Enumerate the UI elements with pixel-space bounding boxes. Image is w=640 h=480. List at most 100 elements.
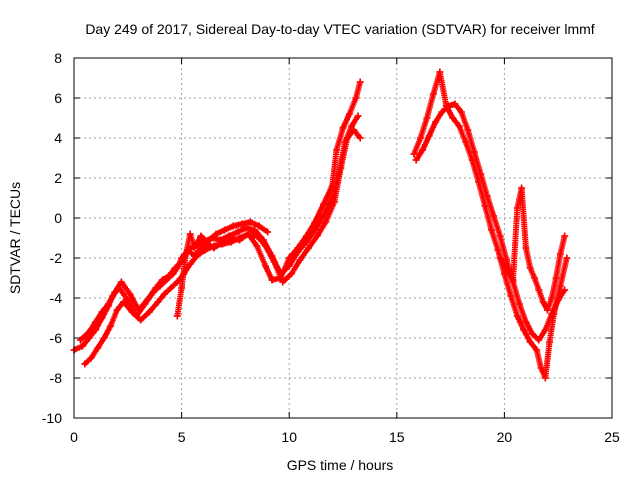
data-point	[537, 364, 545, 372]
data-point	[503, 256, 511, 264]
data-point	[143, 296, 151, 304]
data-point	[339, 124, 347, 132]
data-point	[305, 244, 313, 252]
data-point	[561, 286, 569, 294]
data-point	[546, 338, 554, 346]
data-point	[85, 334, 93, 342]
x-tick-label: 5	[178, 429, 186, 445]
data-point	[234, 228, 242, 236]
data-point	[218, 240, 226, 248]
data-point	[483, 192, 491, 200]
data-point	[197, 232, 205, 240]
data-point	[337, 164, 345, 172]
data-point	[225, 232, 233, 240]
data-point	[477, 170, 485, 178]
data-point	[481, 202, 489, 210]
y-tick-label: 4	[54, 130, 62, 146]
data-point	[253, 242, 261, 250]
data-point	[201, 246, 209, 254]
data-point	[302, 238, 310, 246]
data-point	[522, 244, 530, 252]
data-point	[126, 290, 134, 298]
data-point	[152, 284, 160, 292]
data-point	[221, 226, 229, 234]
data-point	[92, 318, 100, 326]
data-point	[117, 278, 125, 286]
data-point	[330, 198, 338, 206]
x-tick-label: 15	[389, 429, 405, 445]
y-tick-label: 8	[54, 50, 62, 66]
data-point	[270, 258, 278, 266]
data-point	[262, 242, 270, 250]
data-point	[438, 108, 446, 116]
data-point	[528, 330, 536, 338]
data-point	[79, 342, 87, 350]
y-tick-label: 0	[54, 210, 62, 226]
data-point	[128, 308, 136, 316]
data-point	[107, 322, 115, 330]
data-point	[419, 146, 427, 154]
data-point	[160, 290, 168, 298]
data-point	[563, 254, 571, 262]
data-point	[490, 212, 498, 220]
data-point	[236, 234, 244, 242]
data-point	[556, 250, 564, 258]
data-point	[320, 200, 328, 208]
data-point	[322, 218, 330, 226]
data-point	[356, 78, 364, 86]
y-tick-label: 6	[54, 90, 62, 106]
data-point	[186, 260, 194, 268]
data-point	[356, 134, 364, 142]
data-point	[520, 326, 528, 334]
series-track-g	[496, 184, 569, 314]
data-point	[244, 230, 252, 238]
data-point	[191, 244, 199, 252]
data-point	[494, 246, 502, 254]
data-point	[262, 262, 270, 270]
y-tick-label: 2	[54, 170, 62, 186]
y-axis-title: SDTVAR / TECUs	[7, 182, 23, 294]
data-point	[98, 308, 106, 316]
data-point	[449, 114, 457, 122]
data-point	[432, 118, 440, 126]
data-point	[343, 134, 351, 142]
data-point	[533, 346, 541, 354]
data-point	[154, 298, 162, 306]
data-point	[137, 316, 145, 324]
data-point	[311, 226, 319, 234]
data-point	[509, 276, 517, 284]
series-track-d	[173, 218, 272, 320]
data-point	[423, 114, 431, 122]
data-point	[268, 276, 276, 284]
grid-layer	[74, 58, 612, 418]
x-axis-title: GPS time / hours	[287, 457, 394, 473]
plot-frame	[73, 57, 613, 419]
data-point	[425, 132, 433, 140]
data-point	[410, 150, 418, 158]
data-point	[76, 336, 84, 344]
data-point	[246, 218, 254, 226]
data-point	[348, 122, 356, 130]
data-point	[535, 286, 543, 294]
data-point	[548, 294, 556, 302]
data-point	[436, 68, 444, 76]
data-point	[173, 312, 181, 320]
y-tick-label: -4	[50, 290, 63, 306]
data-point	[242, 224, 250, 232]
data-point	[561, 232, 569, 240]
y-tick-label: -2	[50, 250, 63, 266]
series-track-e-markers	[411, 69, 570, 381]
data-point	[487, 226, 495, 234]
data-point	[457, 108, 465, 116]
data-point	[279, 278, 287, 286]
data-point	[294, 248, 302, 256]
data-point	[165, 272, 173, 280]
chart-title: Day 249 of 2017, Sidereal Day-to-day VTE…	[85, 21, 594, 37]
data-point	[451, 100, 459, 108]
data-point	[541, 374, 549, 382]
data-point	[526, 264, 534, 272]
data-point	[513, 204, 521, 212]
data-point	[535, 336, 543, 344]
data-point	[462, 138, 470, 146]
